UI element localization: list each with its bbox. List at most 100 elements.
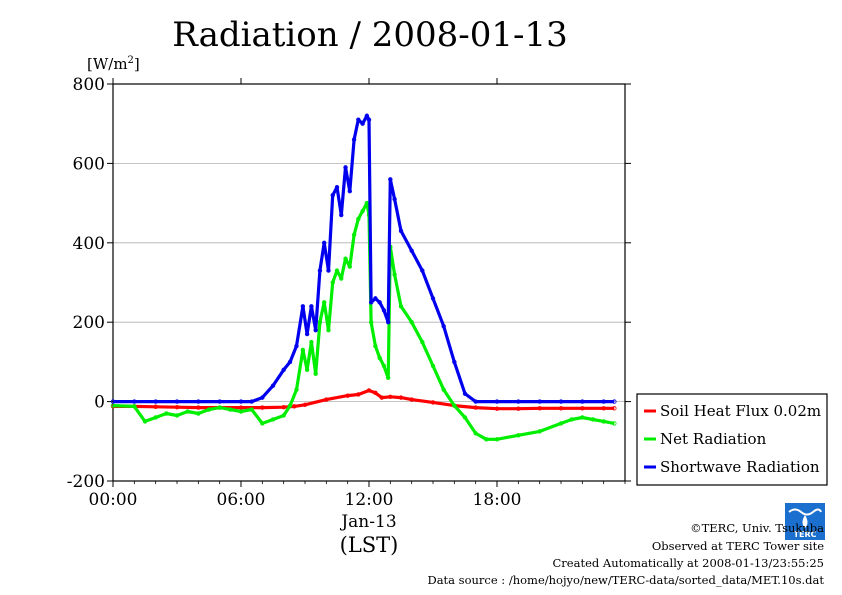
- terc-logo: TERC: [785, 503, 825, 540]
- data-point: [398, 228, 404, 234]
- y-tick-label: 600: [73, 154, 105, 174]
- logo-text: TERC: [794, 530, 817, 539]
- data-point: [398, 304, 404, 309]
- x-axis-ticks: 00:00 06:00 12:00 18:00: [89, 78, 626, 510]
- data-point: [238, 399, 244, 404]
- data-point: [601, 419, 606, 424]
- data-point: [294, 343, 299, 349]
- series-line: [113, 114, 615, 404]
- data-point: [287, 403, 293, 408]
- data-point: [364, 113, 370, 118]
- data-point: [360, 121, 365, 126]
- data-point: [377, 300, 382, 305]
- data-point: [484, 437, 489, 442]
- data-point: [300, 304, 306, 309]
- data-point: [351, 137, 357, 142]
- data-point: [174, 413, 180, 418]
- data-point: [249, 407, 254, 412]
- x-tick-label: 00:00: [89, 490, 138, 510]
- data-point: [590, 417, 596, 422]
- data-point: [368, 320, 374, 325]
- data-point: [281, 367, 286, 373]
- data-point: [132, 399, 137, 404]
- data-point: [317, 268, 323, 273]
- data-point: [537, 399, 542, 404]
- data-point: [313, 327, 318, 333]
- data-point: [356, 392, 361, 397]
- data-point: [309, 339, 314, 345]
- data-point: [110, 399, 116, 404]
- data-point: [309, 304, 314, 309]
- data-point: [420, 339, 425, 345]
- data-point: [377, 355, 382, 361]
- legend-label: Shortwave Radiation: [660, 458, 820, 476]
- data-point: [281, 404, 286, 410]
- data-point: [392, 272, 397, 277]
- data-point: [343, 165, 348, 170]
- data-point: [334, 185, 340, 190]
- data-point: [409, 320, 414, 325]
- data-point: [334, 268, 340, 273]
- data-point: [558, 421, 564, 426]
- data-point: [430, 296, 436, 301]
- data-point: [351, 232, 357, 238]
- y-tick-label: 200: [73, 313, 105, 333]
- data-point: [366, 117, 372, 122]
- y-axis-ticks: -200 0 200 400 600 800: [67, 75, 631, 492]
- data-point: [430, 400, 436, 405]
- data-point: [292, 404, 297, 409]
- date-label: Jan-13: [339, 512, 396, 532]
- legend-label: Net Radiation: [660, 430, 767, 448]
- data-point: [356, 117, 361, 122]
- data-point: [398, 395, 404, 400]
- data-point: [537, 406, 542, 411]
- legend-label: Soil Heat Flux 0.02m: [660, 402, 821, 420]
- data-point: [174, 399, 180, 404]
- data-point: [601, 399, 606, 404]
- data-point: [313, 371, 318, 377]
- data-point: [260, 405, 265, 410]
- y-axis-label: [W/m2]: [87, 55, 140, 73]
- data-point: [441, 323, 446, 329]
- data-point: [473, 431, 478, 436]
- data-point: [388, 177, 393, 182]
- data-point: [196, 399, 201, 404]
- data-point: [304, 367, 310, 373]
- data-point: [339, 276, 344, 281]
- data-point: [392, 196, 397, 202]
- series-2: [110, 113, 617, 404]
- data-point: [317, 320, 323, 325]
- data-point: [381, 363, 387, 369]
- data-point: [330, 280, 335, 285]
- data-point: [260, 421, 265, 426]
- data-point: [473, 405, 478, 410]
- data-point: [228, 407, 233, 412]
- data-point: [249, 399, 254, 404]
- data-point: [343, 256, 348, 261]
- data-point: [430, 363, 436, 369]
- x-tick-label: 06:00: [217, 490, 266, 510]
- data-point: [580, 406, 585, 411]
- data-point: [324, 397, 329, 402]
- x-axis-label: (LST): [340, 533, 399, 557]
- legend-box: [636, 393, 828, 486]
- data-point: [326, 268, 331, 273]
- data-point: [294, 387, 299, 392]
- legend: Soil Heat Flux 0.02m Net Radiation Shortwa…: [636, 393, 828, 486]
- data-point: [386, 375, 391, 380]
- data-point: [164, 411, 169, 416]
- chart-title: Radiation / 2008-01-13: [172, 15, 568, 55]
- series-1: [110, 200, 617, 442]
- y-tick-label: 400: [73, 234, 105, 254]
- data-point: [452, 359, 457, 365]
- data-point: [217, 399, 222, 404]
- x-tick-label: 12:00: [345, 490, 394, 510]
- data-point: [174, 404, 180, 410]
- data-point: [270, 417, 276, 422]
- data-point: [462, 415, 468, 420]
- data-point: [153, 415, 158, 420]
- data-point: [347, 188, 352, 194]
- data-point: [153, 399, 158, 404]
- data-point: [494, 437, 500, 442]
